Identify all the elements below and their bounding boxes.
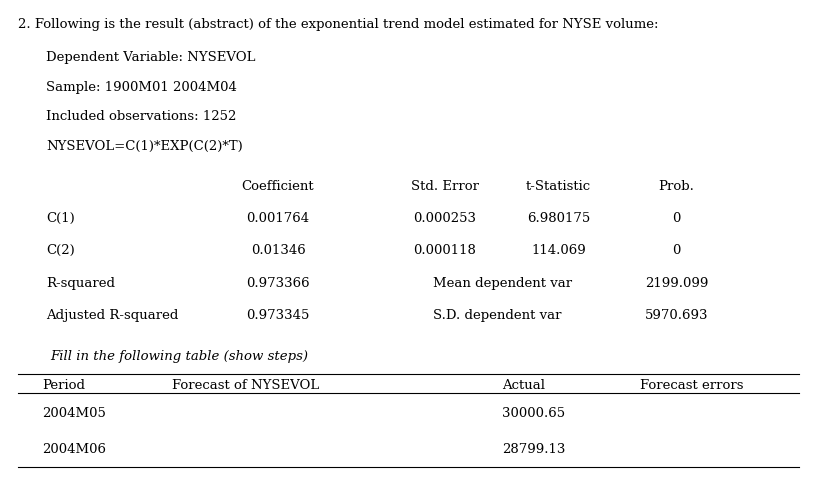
- Text: 2199.099: 2199.099: [644, 277, 708, 290]
- Text: C(2): C(2): [46, 244, 74, 257]
- Text: 0: 0: [672, 244, 680, 257]
- Text: Fill in the following table (show steps): Fill in the following table (show steps): [50, 350, 308, 363]
- Text: 0.001764: 0.001764: [246, 212, 309, 225]
- Text: 2004M05: 2004M05: [42, 407, 106, 420]
- Text: S.D. dependent var: S.D. dependent var: [432, 309, 561, 322]
- Text: 0: 0: [672, 212, 680, 225]
- Text: C(1): C(1): [46, 212, 74, 225]
- Text: 6.980175: 6.980175: [527, 212, 590, 225]
- Text: Dependent Variable: NYSEVOL: Dependent Variable: NYSEVOL: [46, 51, 256, 64]
- Text: Prob.: Prob.: [658, 180, 694, 193]
- Text: 0.973345: 0.973345: [246, 309, 309, 322]
- Text: Sample: 1900M01 2004M04: Sample: 1900M01 2004M04: [46, 81, 237, 94]
- Text: Std. Error: Std. Error: [410, 180, 478, 193]
- Text: Forecast errors: Forecast errors: [639, 379, 743, 392]
- Text: t-Statistic: t-Statistic: [525, 180, 590, 193]
- Text: 28799.13: 28799.13: [501, 443, 565, 456]
- Text: Actual: Actual: [501, 379, 544, 392]
- Text: 2004M06: 2004M06: [42, 443, 106, 456]
- Text: 0.000118: 0.000118: [413, 244, 476, 257]
- Text: 114.069: 114.069: [531, 244, 586, 257]
- Text: 0.973366: 0.973366: [246, 277, 309, 290]
- Text: 30000.65: 30000.65: [501, 407, 564, 420]
- Text: R-squared: R-squared: [46, 277, 115, 290]
- Text: 5970.693: 5970.693: [644, 309, 708, 322]
- Text: NYSEVOL=C(1)*EXP(C(2)*T): NYSEVOL=C(1)*EXP(C(2)*T): [46, 140, 242, 153]
- Text: 0.000253: 0.000253: [413, 212, 476, 225]
- Text: Period: Period: [42, 379, 85, 392]
- Text: Forecast of NYSEVOL: Forecast of NYSEVOL: [172, 379, 319, 392]
- Text: Mean dependent var: Mean dependent var: [432, 277, 571, 290]
- Text: Included observations: 1252: Included observations: 1252: [46, 111, 237, 124]
- Text: 0.01346: 0.01346: [251, 244, 305, 257]
- Text: 2. Following is the result (abstract) of the exponential trend model estimated f: 2. Following is the result (abstract) of…: [17, 18, 657, 31]
- Text: Coefficient: Coefficient: [241, 180, 314, 193]
- Text: Adjusted R-squared: Adjusted R-squared: [46, 309, 179, 322]
